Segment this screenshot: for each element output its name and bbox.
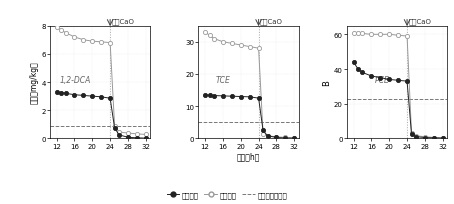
Text: TCE: TCE [216, 76, 231, 85]
Text: 添加CaO: 添加CaO [112, 19, 134, 25]
Legend: 帽质粉土, 粉质帽土, 土壤修复目标值: 帽质粉土, 粉质帽土, 土壤修复目标值 [164, 188, 290, 201]
Text: 添加CaO: 添加CaO [260, 19, 283, 25]
Text: 1,2-DCA: 1,2-DCA [59, 76, 91, 85]
Y-axis label: B: B [322, 80, 331, 85]
Text: PCE: PCE [375, 76, 390, 85]
Text: 添加CaO: 添加CaO [409, 19, 431, 25]
Y-axis label: 浓度（mg/kg）: 浓度（mg/kg） [30, 61, 39, 104]
X-axis label: 时间（h）: 时间（h） [237, 152, 260, 161]
